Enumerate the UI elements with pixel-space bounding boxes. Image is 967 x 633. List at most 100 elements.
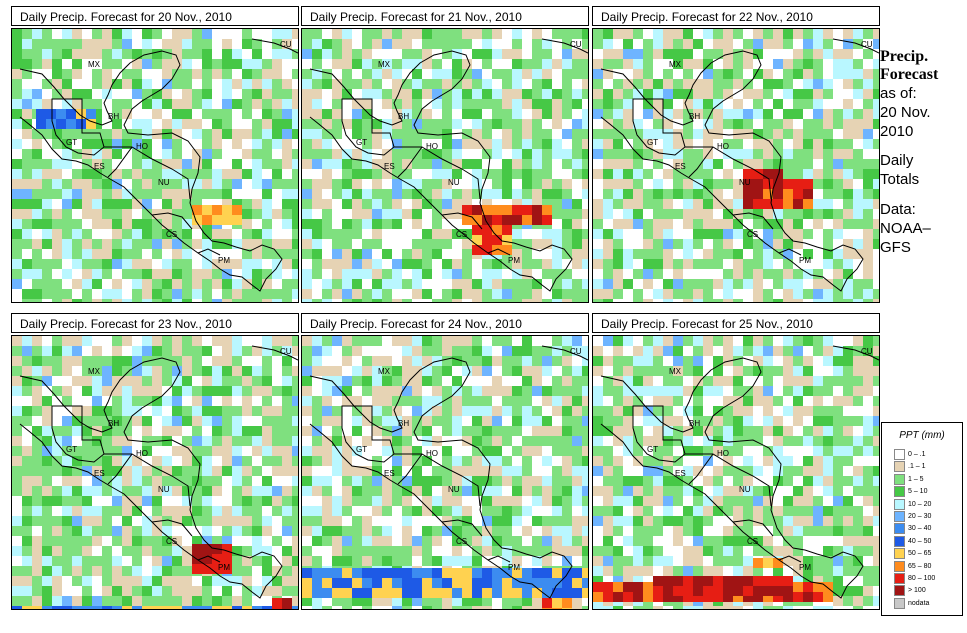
country-label-mx: MX (88, 367, 101, 376)
country-label-bh: BH (689, 419, 700, 428)
cuba-coast (541, 345, 588, 361)
precip-map: MX BH GT HO ES NU CS PM CU (11, 28, 299, 303)
legend-swatch (894, 473, 905, 485)
map-canvas: MX BH GT HO ES NU CS PM CU (12, 29, 298, 302)
country-label-gt: GT (647, 138, 658, 147)
legend-label: > 100 (908, 587, 926, 595)
panel-title: Daily Precip. Forecast for 24 Nov., 2010 (301, 313, 589, 333)
panel-title: Daily Precip. Forecast for 25 Nov., 2010 (592, 313, 880, 333)
legend-item: 65 – 80 (894, 560, 960, 572)
legend-item: 80 – 100 (894, 573, 960, 584)
forecast-panel: Daily Precip. Forecast for 20 Nov., 2010… (11, 6, 299, 303)
cuba-coast (251, 345, 298, 361)
legend-swatch (894, 449, 905, 460)
country-label-es: ES (675, 469, 686, 478)
precip-grid (12, 29, 298, 302)
country-label-nu: NU (739, 178, 751, 187)
legend-label: 65 – 80 (908, 562, 932, 570)
legend-item: .1 – 1 (894, 461, 960, 473)
totals-label: Totals (880, 171, 920, 188)
country-label-pm: PM (218, 563, 230, 572)
legend-item: 30 – 40 (894, 523, 960, 535)
country-label-bh: BH (689, 112, 700, 121)
country-borders (51, 405, 221, 563)
country-label-bh: BH (108, 419, 119, 428)
cuba-coast (541, 38, 588, 54)
panel-title: Daily Precip. Forecast for 21 Nov., 2010 (301, 6, 589, 26)
country-label-mx: MX (669, 60, 682, 69)
country-label-cs: CS (166, 230, 177, 239)
map-canvas: MX BH GT HO ES NU CS PM CU (593, 336, 879, 609)
country-borders (632, 98, 802, 256)
country-label-cs: CS (456, 537, 467, 546)
legend-title: PPT (mm) (899, 430, 945, 441)
country-label-gt: GT (66, 445, 77, 454)
country-label-cu: CU (280, 347, 292, 356)
cuba-coast (832, 345, 879, 361)
country-label-cs: CS (456, 230, 467, 239)
panel-title: Daily Precip. Forecast for 20 Nov., 2010 (11, 6, 299, 26)
legend-label: nodata (908, 599, 930, 607)
legend-item: > 100 (894, 585, 960, 597)
country-label-ho: HO (136, 142, 148, 151)
legend-swatch (894, 573, 905, 584)
map-canvas: MX BH GT HO ES NU CS PM CU (593, 29, 879, 302)
legend-label: 30 – 40 (908, 525, 932, 533)
legend-label: 10 – 20 (908, 500, 932, 508)
country-label-pm: PM (508, 563, 520, 572)
legend-label: .1 – 1 (908, 463, 926, 471)
legend-swatch (894, 560, 905, 572)
legend-swatch (894, 548, 905, 560)
country-label-gt: GT (647, 445, 658, 454)
legend-label: 0 – .1 (908, 451, 926, 458)
legend-label: 40 – 50 (908, 537, 932, 545)
country-borders (632, 405, 802, 563)
precip-grid (12, 336, 298, 609)
country-label-pm: PM (218, 256, 230, 265)
legend-swatch (894, 523, 905, 535)
country-label-pm: PM (799, 256, 811, 265)
precip-map: MX BH GT HO ES NU CS PM CU (301, 335, 589, 610)
coastline (600, 357, 864, 599)
legend-swatch (894, 511, 905, 522)
daily-label: Daily (880, 152, 914, 169)
data-label: Data: (880, 201, 916, 218)
forecast-panel: Daily Precip. Forecast for 21 Nov., 2010… (301, 6, 589, 303)
country-label-nu: NU (448, 485, 460, 494)
legend-label: 50 – 65 (908, 550, 932, 558)
legend-swatch (894, 585, 905, 597)
coastline (600, 50, 864, 292)
country-label-bh: BH (398, 419, 409, 428)
country-label-ho: HO (426, 142, 438, 151)
forecast-panel: Daily Precip. Forecast for 22 Nov., 2010… (592, 6, 880, 303)
map-canvas: MX BH GT HO ES NU CS PM CU (302, 336, 588, 609)
country-label-nu: NU (448, 178, 460, 187)
coastline (19, 50, 283, 292)
legend-swatch (894, 597, 905, 609)
precip-map: MX BH GT HO ES NU CS PM CU (592, 28, 880, 303)
forecast-panel: Daily Precip. Forecast for 24 Nov., 2010… (301, 313, 589, 610)
cuba-coast (251, 38, 298, 54)
country-label-cs: CS (747, 537, 758, 546)
legend-item: 5 – 10 (894, 486, 960, 498)
country-label-gt: GT (356, 445, 367, 454)
country-label-bh: BH (398, 112, 409, 121)
map-canvas: MX BH GT HO ES NU CS PM CU (302, 29, 588, 302)
country-label-nu: NU (158, 485, 170, 494)
legend-item: 1 – 5 (894, 473, 960, 485)
data-source-1: NOAA– (880, 220, 931, 237)
country-label-ho: HO (717, 449, 729, 458)
country-label-cs: CS (747, 230, 758, 239)
legend-item: 20 – 30 (894, 511, 960, 522)
country-label-mx: MX (669, 367, 682, 376)
legend-label: 5 – 10 (908, 488, 928, 496)
precip-map: MX BH GT HO ES NU CS PM CU (11, 335, 299, 610)
country-label-cu: CU (280, 40, 292, 49)
country-label-mx: MX (378, 367, 391, 376)
legend-item: 10 – 20 (894, 498, 960, 510)
country-label-cu: CU (861, 347, 873, 356)
precip-grid (593, 336, 879, 609)
data-source-2: GFS (880, 239, 911, 256)
legend-item: 0 – .1 (894, 449, 960, 460)
country-label-pm: PM (508, 256, 520, 265)
